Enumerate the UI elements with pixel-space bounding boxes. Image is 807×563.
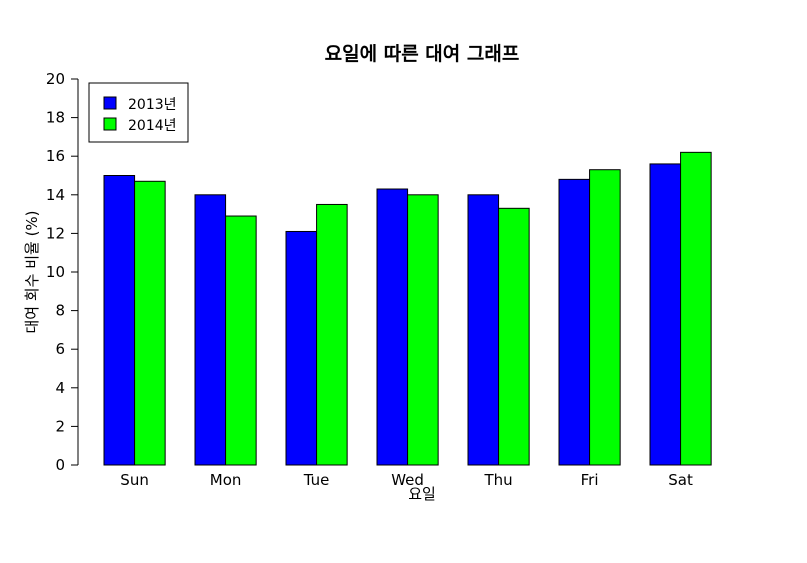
y-tick-label: 6: [55, 340, 65, 358]
bar-2014년-Sun: [134, 180, 166, 466]
x-axis-label: 요일: [408, 485, 436, 503]
x-tick-label-Mon: Mon: [210, 471, 242, 489]
bar-2014년-Tue: [316, 203, 348, 466]
x-tick-label-Thu: Thu: [483, 471, 512, 489]
y-tick-label: 2: [55, 417, 65, 435]
y-tick-label: 10: [46, 263, 65, 281]
x-axis: Sun Mon Tue Wed Thu Fri Sat: [120, 471, 693, 489]
bar-2013년-Tue: [285, 230, 318, 466]
legend-swatch-2014: [103, 117, 117, 131]
bar-2013년-Sun: [103, 175, 136, 466]
y-tick-label: 18: [46, 109, 65, 127]
bar-2013년-Wed: [376, 188, 409, 466]
legend-label-2014: 2014년: [128, 118, 177, 134]
x-tick-label-Sun: Sun: [120, 471, 149, 489]
x-tick-label-Wed: Wed: [391, 471, 424, 489]
y-tick-label: 0: [55, 456, 65, 474]
y-axis: 0 2 4 6 8 10 12 14 16 18 20: [46, 70, 79, 474]
legend-swatch-2013: [103, 96, 117, 110]
x-tick-label-Tue: Tue: [303, 471, 330, 489]
bar-2014년-Thu: [498, 207, 530, 466]
legend: 2013년 2014년: [88, 82, 189, 143]
y-axis-label: 대여 회수 비율 (%): [23, 210, 41, 333]
y-tick-label: 12: [46, 224, 65, 242]
y-tick-label: 20: [46, 70, 65, 88]
bar-2014년-Wed: [407, 194, 439, 466]
legend-label-2013: 2013년: [128, 97, 177, 113]
bar-2013년-Fri: [558, 178, 591, 466]
bar-2014년-Mon: [225, 215, 257, 466]
x-tick-label-Fri: Fri: [581, 471, 599, 489]
bar-2014년-Sat: [680, 151, 712, 466]
y-tick-label: 16: [46, 147, 65, 165]
bar-2014년-Fri: [589, 169, 621, 466]
legend-box: [88, 82, 189, 143]
y-tick-label: 4: [55, 379, 65, 397]
y-tick-label: 14: [46, 186, 65, 204]
x-tick-label-Sat: Sat: [668, 471, 693, 489]
bar-2013년-Thu: [467, 194, 500, 466]
bar-group: [103, 151, 712, 466]
bar-2013년-Sat: [649, 163, 682, 466]
chart-title: 요일에 따른 대여 그래프: [325, 43, 520, 65]
y-tick-label: 8: [55, 302, 65, 320]
bar-2013년-Mon: [194, 194, 227, 466]
